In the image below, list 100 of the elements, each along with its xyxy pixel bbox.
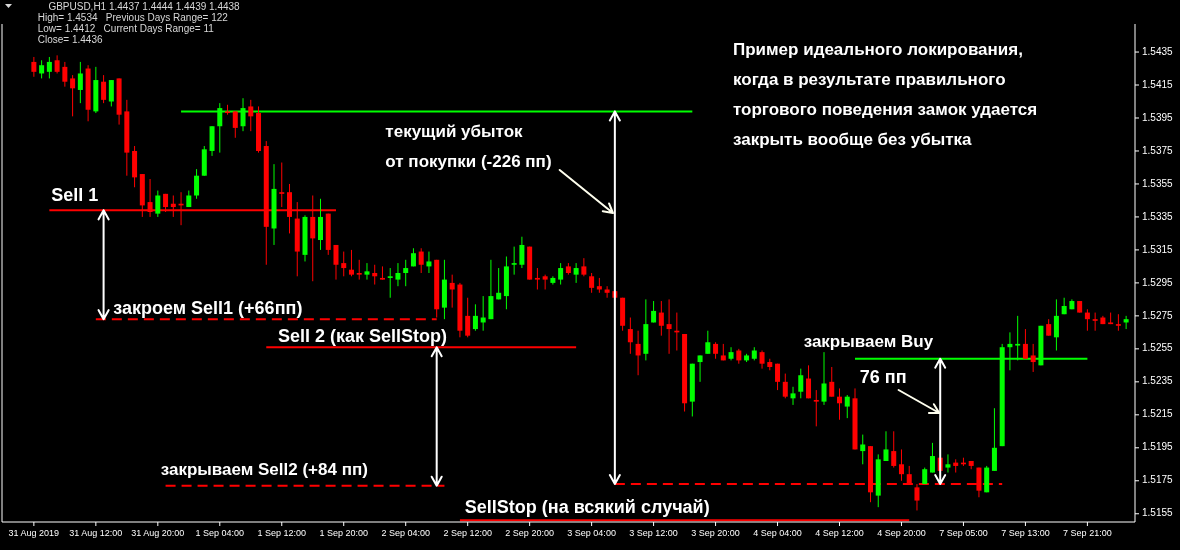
x-tick-label: 4 Sep 04:00 — [753, 528, 802, 538]
candlestick — [883, 430, 889, 462]
candlestick — [77, 61, 83, 104]
annotation: закрываем Buy — [803, 331, 934, 351]
candlestick — [558, 262, 564, 286]
candlestick — [418, 247, 424, 274]
annotation: Low= 1.4412 Current Days Range= 11 — [37, 23, 215, 34]
y-tick-label: 1.5215 — [1142, 408, 1174, 420]
candlestick — [46, 56, 52, 79]
candlestick — [844, 394, 850, 419]
candlestick — [589, 272, 595, 294]
candlestick — [395, 262, 401, 287]
candlestick — [403, 259, 409, 287]
x-tick-label: 1 Sep 20:00 — [319, 528, 369, 538]
x-tick-label: 1 Sep 04:00 — [195, 528, 245, 538]
x-tick-label: 4 Sep 12:00 — [815, 528, 864, 538]
y-tick-label: 1.5235 — [1142, 375, 1174, 387]
x-tick-label: 2 Sep 04:00 — [381, 528, 430, 538]
candlestick — [705, 330, 711, 355]
candlestick — [837, 387, 843, 421]
candlestick — [496, 267, 502, 300]
candlestick — [101, 74, 107, 104]
candlestick — [333, 244, 339, 281]
candlestick — [108, 79, 114, 107]
annotation: текущий убыток от покупки (-226 пп) — [385, 122, 552, 171]
x-tick-label: 31 Aug 20:00 — [131, 528, 185, 538]
candlestick — [472, 303, 478, 332]
x-tick-label: 3 Sep 04:00 — [567, 528, 616, 538]
candlestick — [945, 453, 951, 474]
candlestick — [658, 300, 664, 337]
candlestick — [728, 346, 734, 361]
candlestick — [1123, 315, 1129, 330]
candlestick — [379, 265, 385, 281]
candlestick — [1115, 313, 1121, 332]
candlestick — [929, 442, 935, 474]
candlestick — [317, 198, 323, 251]
candlestick — [511, 246, 517, 276]
candlestick — [666, 298, 672, 355]
candlestick — [581, 257, 587, 277]
y-tick-label: 1.5175 — [1142, 474, 1174, 486]
candlestick — [488, 259, 494, 320]
candlestick — [860, 434, 866, 465]
y-tick-label: 1.5275 — [1142, 309, 1174, 321]
x-tick-label: 7 Sep 05:00 — [939, 528, 988, 538]
annotation: закроем Sell1 (+66пп) — [113, 298, 303, 319]
y-tick-label: 1.5195 — [1142, 441, 1174, 453]
candlestick — [891, 430, 897, 469]
candlestick — [465, 297, 471, 338]
y-tick-label: 1.5295 — [1142, 276, 1174, 288]
y-tick-label: 1.5375 — [1142, 144, 1174, 156]
x-tick-label: 7 Sep 13:00 — [1001, 528, 1050, 538]
candlestick — [232, 110, 238, 139]
candlestick — [813, 389, 819, 427]
y-tick-label: 1.5335 — [1142, 210, 1174, 222]
candlestick — [364, 262, 370, 281]
x-tick-label: 31 Aug 12:00 — [69, 528, 123, 538]
y-tick-label: 1.5355 — [1142, 177, 1174, 189]
candlestick — [426, 251, 432, 274]
candlestick — [790, 386, 796, 406]
x-tick-label: 3 Sep 20:00 — [691, 528, 740, 538]
x-tick-label: 7 Sep 21:00 — [1063, 528, 1112, 538]
candlestick — [155, 190, 161, 218]
candlestick — [1022, 328, 1028, 360]
candlestick — [829, 366, 835, 398]
annotation: Close= 1.4436 — [37, 34, 103, 45]
annotation: Sell 1 — [51, 185, 99, 206]
x-tick-label: 2 Sep 20:00 — [505, 528, 554, 538]
annotation: 76 пп — [859, 367, 907, 387]
x-tick-label: 4 Sep 20:00 — [877, 528, 926, 538]
candlestick — [449, 274, 455, 309]
candlestick — [62, 61, 68, 88]
candlestick — [534, 267, 540, 290]
candlestick — [194, 168, 200, 200]
candlestick — [898, 448, 904, 482]
candlestick — [542, 274, 548, 290]
annotation: Sell 2 (как SellStop) — [277, 326, 447, 347]
y-tick-label: 1.5395 — [1142, 111, 1174, 123]
candlestick — [31, 56, 37, 78]
candlestick — [1030, 343, 1036, 373]
y-tick-label: 1.5315 — [1142, 243, 1174, 255]
candlestick — [39, 59, 45, 79]
y-tick-label: 1.5255 — [1142, 342, 1174, 354]
y-tick-label: 1.5415 — [1142, 78, 1174, 90]
candlestick — [1084, 308, 1090, 332]
candlestick — [341, 251, 347, 277]
candlestick — [550, 275, 556, 286]
candlestick — [806, 364, 812, 399]
x-tick-label: 2 Sep 12:00 — [443, 528, 492, 538]
candlestick — [279, 162, 285, 208]
candlestick — [604, 285, 610, 299]
annotation: закрываем Sell2 (+84 пп) — [160, 459, 368, 479]
candlestick — [387, 267, 393, 299]
candlestick — [775, 363, 781, 391]
candlestick — [627, 317, 633, 355]
x-tick-label: 31 Aug 2019 — [8, 528, 60, 538]
annotation: Пример идеального локирования, когда в результате правильного торгового поведения замок удается закрыть вообще без убытка — [732, 40, 1038, 149]
candlestick — [1092, 312, 1098, 332]
text: High= 1.4534 Previous Days Range= 122 — [37, 12, 229, 23]
x-tick-label: 1 Sep 12:00 — [257, 528, 307, 538]
candlestick — [635, 330, 641, 376]
